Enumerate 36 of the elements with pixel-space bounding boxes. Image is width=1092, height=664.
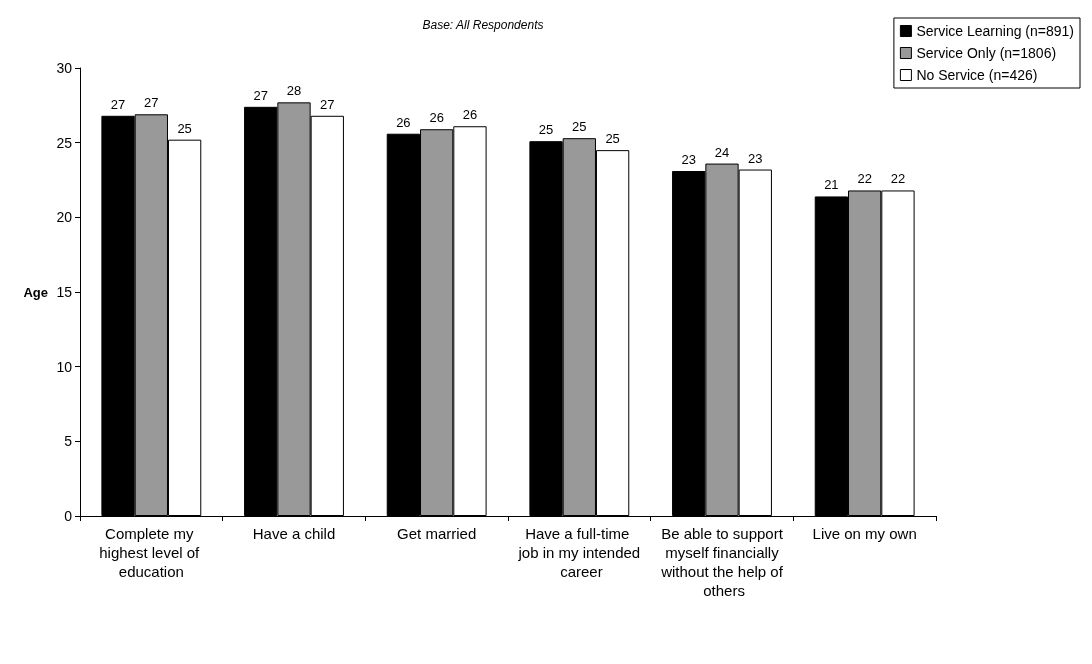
data-label: 25 (572, 119, 587, 135)
data-label: 23 (681, 152, 696, 168)
y-tick-label: 0 (64, 508, 73, 524)
data-label: 27 (144, 95, 159, 111)
data-label: 25 (177, 120, 192, 136)
x-tick-label: Live on my own (812, 525, 917, 542)
data-label: 27 (110, 96, 126, 112)
data-label: 26 (396, 114, 411, 130)
data-label: 27 (253, 87, 268, 103)
y-tick-label: 15 (56, 284, 73, 300)
x-tick-label: Have a full-time job in my intended career (517, 525, 641, 580)
x-tick-label: Complete my highest level of education (99, 525, 204, 580)
y-tick-label: 5 (64, 433, 73, 450)
data-label: 22 (857, 171, 872, 187)
x-tick-label: Get married (397, 525, 477, 542)
legend-label: No Service (n=426) (916, 67, 1038, 83)
data-label: 25 (538, 122, 554, 138)
data-label: 21 (824, 177, 839, 193)
data-label: 28 (286, 83, 302, 99)
data-label: 27 (320, 96, 335, 112)
y-tick-label: 10 (56, 358, 73, 375)
data-label: 23 (748, 150, 763, 166)
data-label: 22 (890, 171, 906, 187)
y-axis-title: Age (23, 284, 48, 300)
legend-label: Service Learning (n=891) (916, 23, 1075, 39)
data-label: 26 (462, 107, 478, 123)
y-tick-label: 25 (56, 134, 73, 151)
x-tick-label: Have a child (252, 525, 336, 542)
y-tick-label: 20 (56, 209, 73, 226)
chart-title: Base: All Respondents (422, 18, 544, 32)
data-label: 25 (605, 131, 620, 147)
data-label: 26 (429, 110, 444, 126)
y-tick-label: 30 (56, 60, 73, 76)
x-tick-label: Be able to support myself financially without the help of others (660, 525, 784, 599)
legend-label: Service Only (n=1806) (916, 45, 1057, 61)
data-label: 24 (714, 144, 730, 160)
